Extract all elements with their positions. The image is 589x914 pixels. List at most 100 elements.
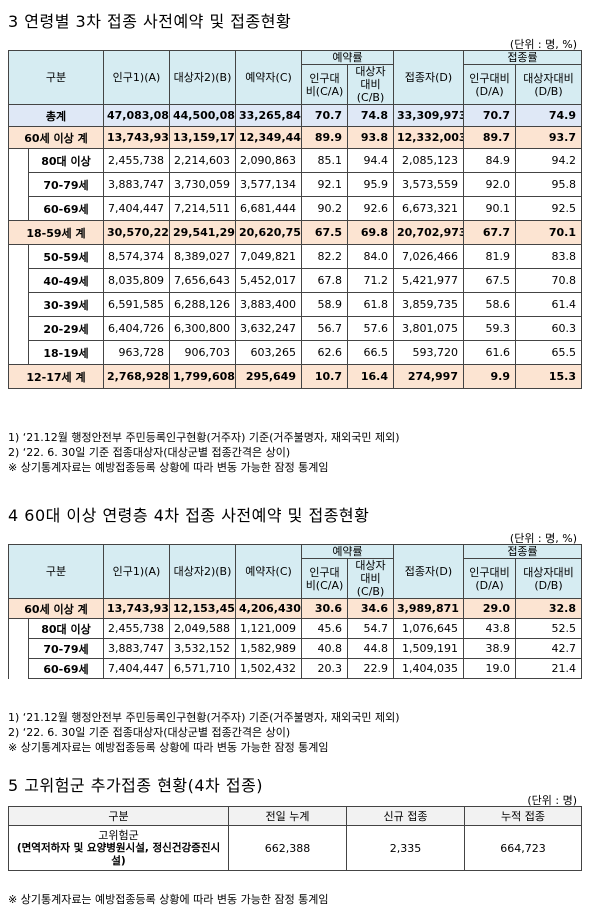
cell: 66.5 [347, 340, 394, 365]
cell: 906,703 [169, 340, 236, 365]
high-risk-4th-dose-table: 구분 전일 누계 신규 접종 누적 접종 고위험군 (면역저하자 및 요양병원시… [8, 806, 582, 871]
header-resv-pop: 인구대비(C/A) [301, 64, 348, 105]
cell: 7,214,511 [169, 196, 236, 221]
cell: 56.7 [301, 316, 348, 341]
cell: 1,502,432 [235, 658, 302, 679]
cell: 93.7 [515, 126, 582, 149]
table-row: 60-69세 7,404,447 7,214,511 6,681,444 90.… [9, 196, 582, 221]
header-vaccination-rate: 접종률 [463, 50, 582, 65]
table-row: 70-79세 3,883,747 3,730,059 3,577,134 92.… [9, 172, 582, 197]
cell: 44,500,080 [169, 104, 236, 127]
table-row: 50-59세 8,574,374 8,389,027 7,049,821 82.… [8, 244, 582, 365]
cell: 74.9 [515, 104, 582, 127]
cell: 33,265,840 [235, 104, 302, 127]
section4-unit: (단위 : 명, %) [509, 532, 577, 545]
cell: 2,085,123 [393, 148, 464, 173]
cell: 33,309,973 [393, 104, 464, 127]
table-row: 총계 47,083,082 44,500,080 33,265,840 70.7… [8, 104, 582, 127]
cell: 5,421,977 [393, 268, 464, 293]
cell: 52.5 [515, 618, 582, 639]
cell: 67.5 [463, 268, 516, 293]
cell: 84.0 [347, 244, 394, 269]
cell: 95.8 [515, 172, 582, 197]
row-label: 80대 이상 [28, 148, 104, 173]
section5-title: 5 고위험군 추가접종 현황(4차 접종) [8, 776, 264, 795]
cell: 30.6 [301, 598, 348, 619]
cell: 32.8 [515, 598, 582, 619]
cell: 67.7 [463, 220, 516, 245]
cell: 94.4 [347, 148, 394, 173]
header-vaccinated: 접종자(D) [393, 544, 464, 599]
cell: 19.0 [463, 658, 516, 679]
section4-note-3: ※ 상기통계자료는 예방접종등록 상황에 따라 변동 가능한 잠정 통계임 [8, 741, 329, 754]
row-label: 40-49세 [28, 268, 104, 293]
header-vacc-pop: 인구대비(D/A) [463, 558, 516, 599]
cell: 65.5 [515, 340, 582, 365]
row-label: 60-69세 [28, 658, 104, 679]
cell: 2,335 [346, 825, 465, 871]
cell: 7,656,643 [169, 268, 236, 293]
cell: 13,159,173 [169, 126, 236, 149]
header-new: 신규 접종 [346, 806, 465, 826]
cell: 1,121,009 [235, 618, 302, 639]
table-row: 60-69세 7,404,447 6,571,710 1,502,432 20.… [9, 658, 582, 679]
cell: 61.4 [515, 292, 582, 317]
table-row: 20-29세 6,404,726 6,300,800 3,632,247 56.… [9, 316, 582, 341]
cell: 47,083,082 [103, 104, 170, 127]
indent-cell [8, 618, 29, 679]
header-resv-target: 대상자대비(C/B) [347, 64, 394, 105]
cell: 60.3 [515, 316, 582, 341]
cell: 74.8 [347, 104, 394, 127]
table-row: 60세 이상 계 13,743,932 13,159,173 12,349,44… [8, 126, 582, 149]
cell: 3,801,075 [393, 316, 464, 341]
cell: 43.8 [463, 618, 516, 639]
row-label: 12-17세 계 [8, 364, 104, 389]
cell: 3,573,559 [393, 172, 464, 197]
cell: 34.6 [347, 598, 394, 619]
header-reserved: 예약자(C) [235, 50, 302, 105]
cell: 3,730,059 [169, 172, 236, 197]
cell: 1,582,989 [235, 638, 302, 659]
header-vaccination-rate: 접종률 [463, 544, 582, 559]
cell: 13,743,932 [103, 598, 170, 619]
cell: 92.1 [301, 172, 348, 197]
cell: 59.3 [463, 316, 516, 341]
cell: 70.7 [463, 104, 516, 127]
row-label: 60-69세 [28, 196, 104, 221]
cell: 3,632,247 [235, 316, 302, 341]
cell: 6,591,585 [103, 292, 170, 317]
cell: 6,673,321 [393, 196, 464, 221]
cell: 2,455,738 [103, 148, 170, 173]
table-row: 18-19세 963,728 906,703 603,265 62.6 66.5… [9, 340, 582, 365]
cell: 603,265 [235, 340, 302, 365]
cell: 8,035,809 [103, 268, 170, 293]
cell: 6,404,726 [103, 316, 170, 341]
cell: 7,404,447 [103, 196, 170, 221]
header-resv-pop: 인구대비(C/A) [301, 558, 348, 599]
cell: 1,509,191 [393, 638, 464, 659]
cell: 12,349,441 [235, 126, 302, 149]
cell: 13,743,932 [103, 126, 170, 149]
section4-note-1: 1) ‘21.12월 행정안전부 주민등록인구현황(거주자) 기준(거주불명자,… [8, 711, 400, 724]
cell: 62.6 [301, 340, 348, 365]
cell: 1,404,035 [393, 658, 464, 679]
cell: 3,883,400 [235, 292, 302, 317]
cell: 8,389,027 [169, 244, 236, 269]
header-vacc-target: 대상자대비(D/B) [515, 558, 582, 599]
section3-title: 3 연령별 3차 접종 사전예약 및 접종현황 [8, 12, 292, 31]
cell: 57.6 [347, 316, 394, 341]
cell: 71.2 [347, 268, 394, 293]
section3-unit: (단위 : 명, %) [509, 38, 577, 51]
cell: 44.8 [347, 638, 394, 659]
row-label: 60세 이상 계 [8, 598, 104, 619]
header-resv-target: 대상자대비(C/B) [347, 558, 394, 599]
row-label: 18-19세 [28, 340, 104, 365]
header-vacc-target: 대상자대비(D/B) [515, 64, 582, 105]
table-row: 40-49세 8,035,809 7,656,643 5,452,017 67.… [9, 268, 582, 293]
header-population: 인구1)(A) [103, 544, 170, 599]
cell: 92.6 [347, 196, 394, 221]
cell: 21.4 [515, 658, 582, 679]
cell: 29,541,299 [169, 220, 236, 245]
header-target: 대상자2)(B) [169, 50, 236, 105]
cell: 6,571,710 [169, 658, 236, 679]
